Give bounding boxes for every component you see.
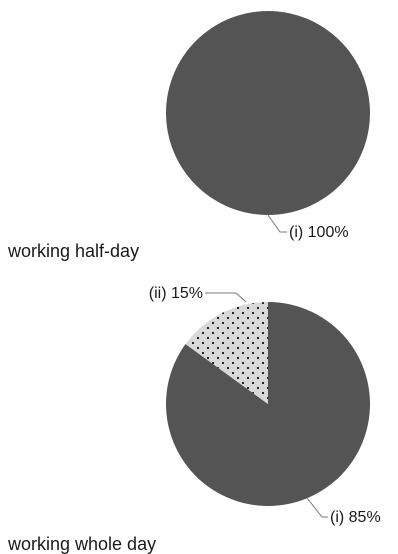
callout-line-ii-1: [205, 292, 247, 303]
pie-slice-i-0: [166, 11, 370, 215]
pie-chart-half-day: (i) 100% working half-day: [7, 11, 370, 261]
pie-slice-i-1: [166, 301, 371, 506]
slice-label-i-0: (i) 100%: [289, 224, 349, 241]
slice-label-ii-1: (ii) 15%: [149, 285, 203, 302]
callout-line-i-0: [267, 214, 287, 233]
chart-title-half-day: working half-day: [7, 241, 139, 261]
callout-line-i-1: [306, 497, 328, 518]
slice-label-i-1: (i) 85%: [330, 509, 381, 526]
chart-title-whole-day: working whole day: [7, 534, 156, 554]
pie-slice-ii-1: [185, 302, 268, 404]
pie-chart-whole-day: (i) 85% (ii) 15% working whole day: [7, 285, 381, 554]
